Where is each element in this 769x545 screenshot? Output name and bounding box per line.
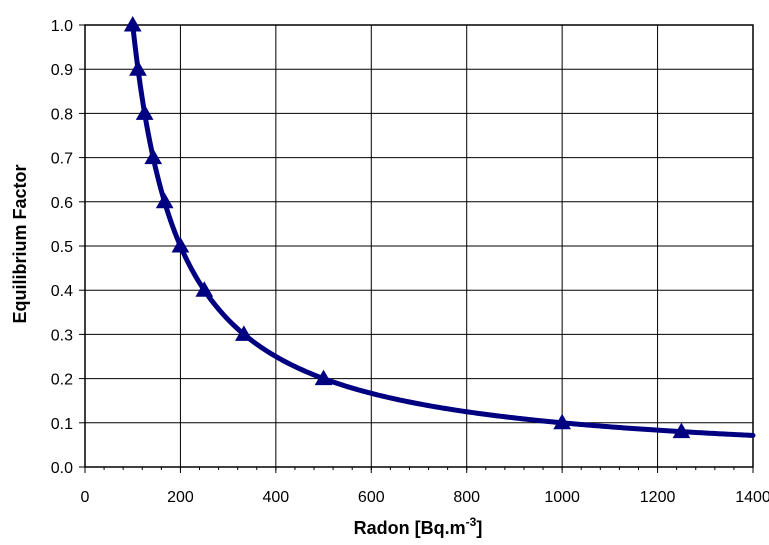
x-tick-label: 400 <box>263 489 290 506</box>
x-axis-title-superscript: -3 <box>466 515 477 529</box>
x-axis-title-suffix: ] <box>476 518 482 538</box>
data-point-triangle <box>123 15 142 32</box>
x-tick-label: 1000 <box>544 489 580 506</box>
data-point-triangle <box>195 281 214 297</box>
x-tick-label: 800 <box>453 489 480 506</box>
x-tick-label: 1200 <box>640 489 676 506</box>
gridlines <box>85 25 753 467</box>
y-tick-label: 0.4 <box>51 283 73 300</box>
y-tick-label: 0.9 <box>51 62 73 79</box>
data-point-triangle <box>144 148 163 165</box>
series-line <box>130 22 756 438</box>
x-tick-label: 0 <box>81 489 90 506</box>
series-layer <box>123 15 756 439</box>
x-axis-title-text: Radon [Bq.m <box>354 518 466 538</box>
tick-labels: 0.0 0.1 0.2 0.3 0.4 0.5 0.6 0.7 0.8 0.9 1.0 0 200 400… <box>51 18 769 506</box>
axis-ticks <box>79 24 754 473</box>
data-point-triangle <box>129 60 147 76</box>
y-tick-label: 1.0 <box>51 18 73 35</box>
data-point-triangle <box>171 236 190 253</box>
data-point-triangle <box>235 325 253 341</box>
data-point-triangle <box>553 413 572 430</box>
y-tick-label: 0.0 <box>51 460 73 477</box>
data-point-triangle <box>155 192 174 209</box>
y-tick-label: 0.8 <box>51 106 73 123</box>
y-axis-title: Equilibrium Factor <box>10 164 30 323</box>
data-point-triangle <box>135 104 154 120</box>
data-point-triangle <box>672 422 691 439</box>
y-tick-label: 0.7 <box>51 151 73 168</box>
y-tick-label: 0.5 <box>51 239 73 256</box>
y-tick-label: 0.1 <box>51 416 73 433</box>
x-tick-label: 1400 <box>735 489 769 506</box>
x-tick-label: 600 <box>358 489 385 506</box>
x-tick-label: 200 <box>167 489 194 506</box>
x-axis-title: Radon [Bq.m-3] <box>354 515 483 538</box>
y-tick-label: 0.2 <box>51 372 73 389</box>
y-tick-label: 0.3 <box>51 327 73 344</box>
y-tick-label: 0.6 <box>51 195 73 212</box>
data-point-triangle <box>314 369 333 386</box>
